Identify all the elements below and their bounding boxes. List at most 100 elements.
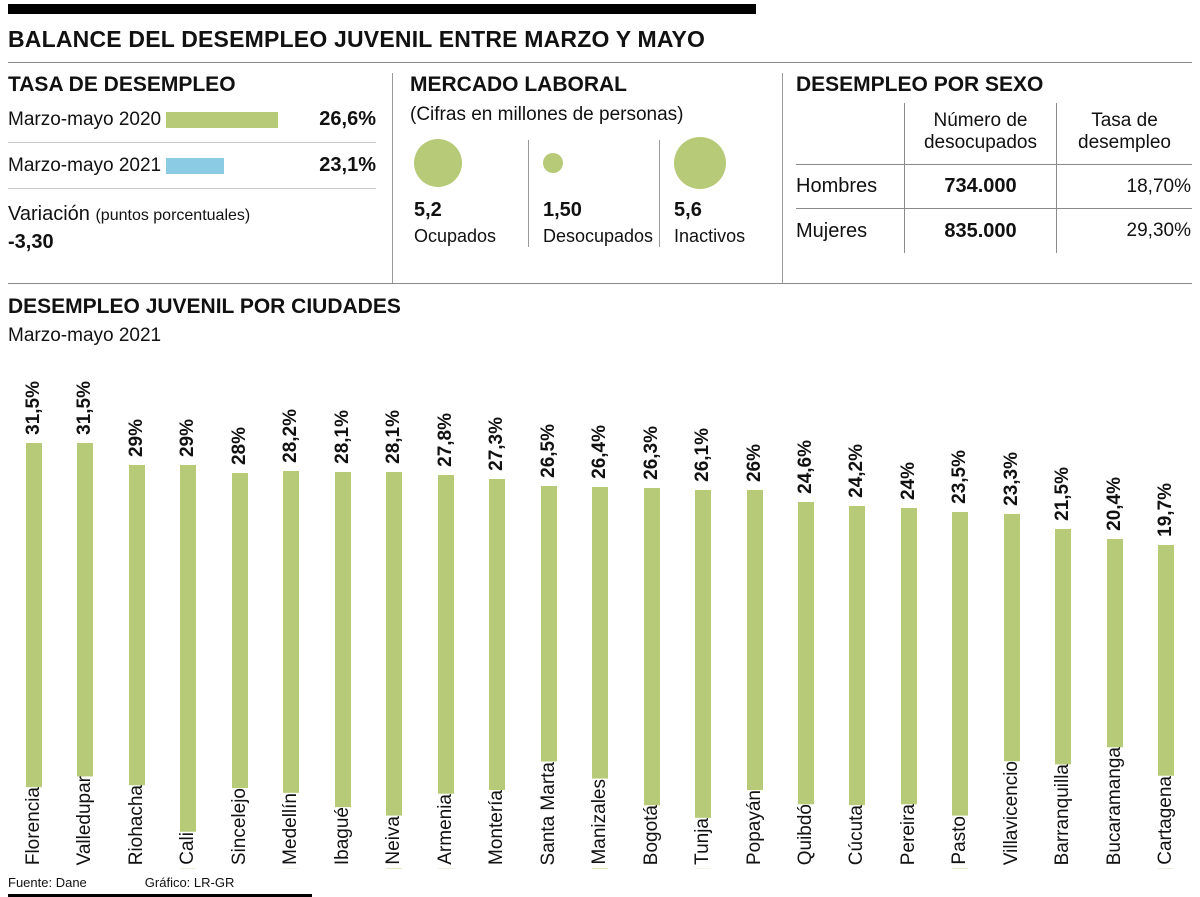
sexo-header-desocupados: Número de desocupados <box>904 103 1056 165</box>
city-column: 23,3% Villavicencio <box>986 357 1037 869</box>
panel-desempleo-por-sexo: DESEMPLEO POR SEXO Número de desocupados… <box>782 73 1192 283</box>
city-column: 24,6% Quibdó <box>780 357 831 869</box>
bar-value-label: 31,5% <box>74 381 96 435</box>
city-label-wrap: Florencia <box>8 786 59 869</box>
bar-value-label: 28,1% <box>383 410 405 464</box>
bar-value-label: 20,4% <box>1103 477 1125 531</box>
city-column: 26,4% Manizales <box>574 357 625 869</box>
city-column: 28,2% Medellín <box>265 357 316 869</box>
city-bar <box>746 490 763 869</box>
bar-value-label: 21,5% <box>1052 467 1074 521</box>
city-column: 23,5% Pasto <box>935 357 986 869</box>
divider-middle <box>8 283 1192 284</box>
bar-value-label: 27,3% <box>486 417 508 471</box>
mercado-title: MERCADO LABORAL <box>410 73 627 96</box>
circle-box <box>414 134 522 192</box>
city-bar <box>77 443 94 869</box>
variacion-block: Variación (puntos porcentuales) -3,30 <box>8 203 376 254</box>
city-label-wrap: Bogotá <box>626 804 677 869</box>
sexo-title: DESEMPLEO POR SEXO <box>796 73 1044 96</box>
city-label: Manizales <box>587 779 614 869</box>
top-black-bar <box>8 4 756 14</box>
city-label-wrap: Riohacha <box>111 784 162 869</box>
sexo-row-tasa: 29,30% <box>1056 209 1192 253</box>
city-label-wrap: Valledupar <box>59 775 110 869</box>
bar-value-label: 26% <box>743 443 765 482</box>
mercado-circle <box>674 137 727 189</box>
mercado-label: Desocupados <box>542 226 654 246</box>
city-label-wrap: Medellín <box>265 793 316 869</box>
city-bar <box>643 488 660 869</box>
city-label: Valledupar <box>72 775 99 869</box>
panel-mercado-laboral: MERCADO LABORAL (Cifras en millones de p… <box>392 73 782 283</box>
city-label-wrap: Neiva <box>368 816 419 869</box>
city-label-wrap: Cartagena <box>1141 776 1192 869</box>
city-label-wrap: Pasto <box>935 816 986 869</box>
city-label: Bucaramanga <box>1101 746 1128 869</box>
city-column: 28,1% Neiva <box>368 357 419 869</box>
variacion-label: Variación <box>8 203 90 225</box>
footer-credit: Gráfico: LR-GR <box>144 875 235 890</box>
tasa-row-2021: Marzo-mayo 2021 23,1% <box>8 143 376 189</box>
bar-value-label: 26,5% <box>537 424 559 478</box>
city-label-wrap: Pereira <box>883 803 934 869</box>
bar-value-label: 26,3% <box>640 426 662 480</box>
city-label: Medellín <box>278 793 305 869</box>
city-label-wrap: Ibagué <box>317 806 368 869</box>
city-label: Santa Marta <box>535 761 562 869</box>
city-label: Pasto <box>947 816 974 869</box>
city-label: Montería <box>484 790 511 869</box>
sexo-header-empty <box>796 103 904 165</box>
city-label-wrap: Cali <box>162 832 213 869</box>
city-column: 24% Pereira <box>883 357 934 869</box>
city-column: 29% Cali <box>162 357 213 869</box>
sexo-row-label: Mujeres <box>796 219 868 242</box>
city-bar <box>695 490 712 869</box>
city-label-wrap: Barranquilla <box>1038 763 1089 869</box>
city-label: Cali <box>175 832 202 869</box>
city-label: Cartagena <box>1153 776 1180 869</box>
city-column: 26% Popayán <box>729 357 780 869</box>
city-label: Quibdó <box>793 803 819 869</box>
city-column: 19,7% Cartagena <box>1141 357 1192 869</box>
city-bar <box>386 472 403 869</box>
city-column: 26,5% Santa Marta <box>523 357 574 869</box>
panel-tasa-desempleo: TASA DE DESEMPLEO Marzo-mayo 2020 26,6% … <box>8 73 392 283</box>
sexo-row-desocupados: 734.000 <box>904 165 1056 209</box>
city-bar <box>283 471 300 869</box>
city-label-wrap: Popayán <box>729 789 780 869</box>
city-label-wrap: Montería <box>471 790 522 869</box>
city-label: Villavicencio <box>998 760 1025 869</box>
city-column: 24,2% Cúcuta <box>832 357 883 869</box>
bar-value-label: 26,1% <box>692 428 714 482</box>
city-column: 20,4% Bucaramanga <box>1089 357 1140 869</box>
city-label-wrap: Bucaramanga <box>1089 746 1140 869</box>
city-bar <box>798 502 814 869</box>
mercado-subtitle: (Cifras en millones de personas) <box>410 104 684 125</box>
sexo-table: Número de desocupados Tasa de desempleo … <box>796 103 1192 253</box>
city-label: Tunja <box>690 818 717 869</box>
mercado-value: 5,2 <box>414 199 442 221</box>
city-bar <box>952 512 969 869</box>
mercado-label: Inactivos <box>674 226 746 246</box>
city-bar <box>849 506 866 869</box>
cities-title: DESEMPLEO JUVENIL POR CIUDADES <box>8 295 401 318</box>
mercado-group-desocupados: 1,50 Desocupados <box>539 134 653 247</box>
city-column: 29% Riohacha <box>111 357 162 869</box>
city-label: Pereira <box>895 803 922 869</box>
city-label: Bogotá <box>638 804 665 869</box>
bar-value-label: 29% <box>125 418 147 457</box>
variacion-label-line: Variación (puntos porcentuales) <box>8 203 376 226</box>
city-bar <box>592 487 609 869</box>
city-label: Sincelejo <box>226 787 253 869</box>
city-label-wrap: Cúcuta <box>832 804 883 869</box>
city-label-wrap: Villavicencio <box>986 760 1037 869</box>
city-label: Popayán <box>741 789 768 869</box>
tasa-row-value: 23,1% <box>319 154 376 176</box>
mercado-value: 1,50 <box>542 199 582 221</box>
tasa-row-2020: Marzo-mayo 2020 26,6% <box>8 97 376 143</box>
city-bar <box>128 465 145 869</box>
footer: Fuente: Dane Gráfico: LR-GR <box>8 875 1192 890</box>
city-bar <box>334 472 351 869</box>
tasa-bar <box>166 157 224 174</box>
